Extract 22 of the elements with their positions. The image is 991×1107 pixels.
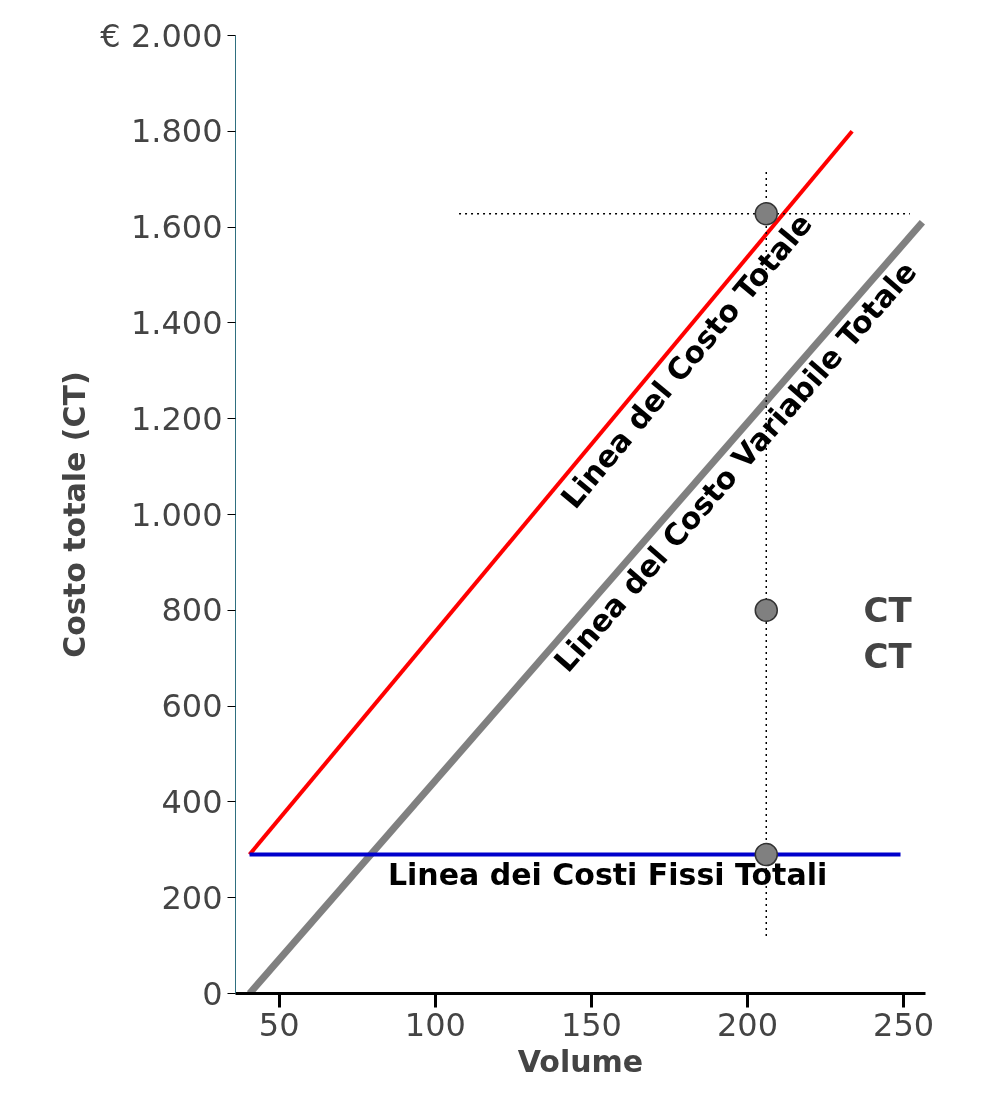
y-tick-label: 1.000 bbox=[130, 495, 223, 534]
y-axis-title: Costo totale (CT) bbox=[57, 371, 93, 658]
y-tick-label: 1.400 bbox=[130, 303, 223, 342]
y-tick-label: 1.800 bbox=[130, 112, 223, 151]
y-tick-label: 600 bbox=[161, 687, 223, 726]
y-tick-label: 0 bbox=[202, 974, 223, 1013]
y-tick-label: € 2.000 bbox=[100, 16, 223, 55]
x-tick-label: 100 bbox=[404, 1005, 466, 1044]
annotation: CT bbox=[863, 636, 913, 677]
y-tick-label: 800 bbox=[161, 591, 223, 630]
point bbox=[754, 598, 779, 623]
y-tick-label: 1.600 bbox=[130, 208, 223, 247]
x-tick-label: 150 bbox=[560, 1005, 622, 1044]
annotation: CT bbox=[863, 590, 913, 631]
y-tick-label: 200 bbox=[161, 878, 223, 917]
y-tick-label: 400 bbox=[161, 782, 223, 821]
x-tick-label: 250 bbox=[873, 1005, 935, 1044]
x-axis-title: Volume bbox=[517, 1043, 644, 1079]
x-tick-label: 200 bbox=[717, 1005, 779, 1044]
x-tick-label: 50 bbox=[258, 1005, 300, 1044]
y-tick-label: 1.200 bbox=[130, 399, 223, 438]
series-label: Linea dei Costi Fissi Totali bbox=[387, 856, 828, 892]
